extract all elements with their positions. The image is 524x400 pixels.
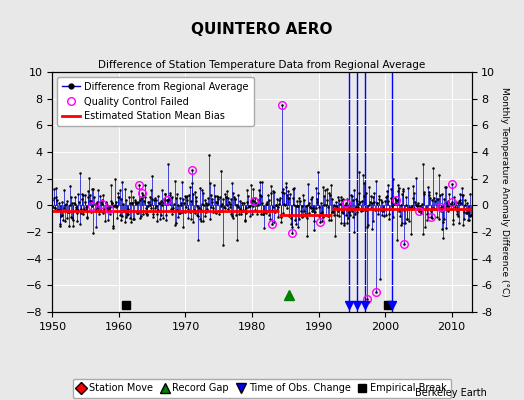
Legend: Station Move, Record Gap, Time of Obs. Change, Empirical Break: Station Move, Record Gap, Time of Obs. C… bbox=[72, 379, 452, 398]
Title: Difference of Station Temperature Data from Regional Average: Difference of Station Temperature Data f… bbox=[99, 60, 425, 70]
Text: Berkeley Earth: Berkeley Earth bbox=[416, 388, 487, 398]
Text: QUINTERO AERO: QUINTERO AERO bbox=[191, 22, 333, 37]
Y-axis label: Monthly Temperature Anomaly Difference (°C): Monthly Temperature Anomaly Difference (… bbox=[500, 87, 509, 297]
